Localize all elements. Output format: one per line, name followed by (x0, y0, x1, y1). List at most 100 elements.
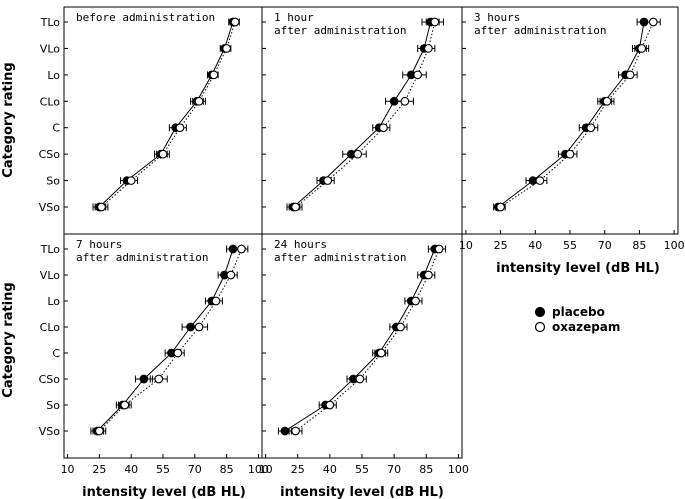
panel-frame-5 (261, 233, 463, 459)
y-tick-label: CSo (39, 373, 61, 386)
y-tick-label: Lo (47, 295, 60, 308)
y-axis-title-bottom: Category rating (1, 282, 16, 397)
oxazepam-point (424, 44, 433, 53)
oxazepam-point (226, 270, 236, 280)
x-tick-label: 10 (61, 463, 75, 476)
panel-frame-2 (261, 6, 463, 235)
oxazepam-line (295, 248, 440, 432)
y-tick-label: C (52, 347, 60, 360)
oxazepam-point (396, 322, 405, 332)
oxazepam-point (194, 96, 204, 106)
oxazepam-point (120, 400, 130, 410)
x-tick-label: 10 (259, 463, 273, 476)
oxazepam-point (625, 70, 635, 80)
panel-title-line: 7 hours (76, 238, 122, 251)
x-tick-label: 70 (188, 463, 202, 476)
y-tick-label: CLo (40, 95, 61, 108)
x-tick-label: 25 (92, 463, 106, 476)
y-tick-label: VLo (40, 269, 60, 282)
x-tick-label: 40 (124, 463, 138, 476)
oxazepam-point (565, 149, 575, 159)
oxazepam-point (95, 426, 104, 436)
oxazepam-line (500, 21, 654, 208)
oxazepam-point (291, 426, 300, 436)
oxazepam-point (194, 322, 204, 332)
x-tick-label: 25 (494, 239, 508, 252)
panel-title-line: after administration (474, 24, 606, 37)
y-tick-label: VSo (39, 425, 61, 438)
oxazepam-point (413, 70, 423, 80)
y-tick-label: CLo (40, 321, 61, 334)
oxazepam-point (97, 202, 106, 212)
x-axis-title-panel-5: intensity level (dB HL) (280, 485, 444, 499)
x-tick-label: 40 (528, 239, 542, 252)
panel-title-line: 24 hours (274, 238, 327, 251)
oxazepam-point (175, 123, 185, 133)
oxazepam-point (376, 348, 386, 358)
y-tick-label: CSo (39, 148, 61, 161)
oxazepam-point (154, 374, 164, 384)
oxazepam-point (323, 176, 333, 185)
placebo-line (96, 248, 234, 432)
panel-title-line: 3 hours (474, 11, 520, 24)
oxazepam-point (211, 296, 221, 306)
y-tick-label: TLo (40, 243, 61, 256)
y-tick-label: Lo (47, 69, 60, 82)
oxazepam-point (430, 17, 440, 27)
x-tick-label: 55 (355, 463, 369, 476)
x-tick-label: 85 (419, 463, 433, 476)
panel-title-3: 3 hours after administration (474, 11, 606, 37)
y-tick-label: So (46, 175, 60, 188)
panel-2: 1 hour after administration (261, 6, 463, 235)
x-tick-label: 100 (448, 463, 469, 476)
oxazepam-point (424, 270, 433, 280)
placebo-line (284, 248, 436, 432)
panel-title-1: before administration (76, 11, 215, 24)
oxazepam-point (126, 176, 136, 185)
panel-4: VSo So CSo C CLo Lo VLo TLo 10 25 40 55 70 85 100 7 hou… (39, 233, 269, 476)
x-axis-title-panel-3: intensity level (dB HL) (496, 261, 660, 276)
panel-title-line: after administration (274, 24, 406, 37)
oxazepam-point (209, 70, 219, 80)
x-tick-label: 25 (291, 463, 305, 476)
panel-1: VSo So CSo C CLo Lo VLo TLo before administratio… (39, 6, 263, 235)
panel-title-line: 1 hour (274, 11, 314, 24)
oxazepam-point (222, 44, 231, 53)
oxazepam-point (535, 176, 545, 185)
x-tick-label: 55 (156, 463, 170, 476)
y-tick-label: TLo (40, 16, 61, 29)
oxazepam-point (602, 96, 612, 106)
oxazepam-point (355, 374, 365, 384)
oxazepam-point (291, 202, 300, 212)
panel-frame-1 (63, 6, 263, 235)
y-tick-label: VSo (39, 201, 61, 214)
x-tick-label: 100 (248, 463, 269, 476)
oxazepam-point (637, 44, 647, 53)
x-tick-label: 70 (598, 239, 612, 252)
y-tick-label: C (52, 122, 60, 135)
legend-placebo-label: placebo (552, 305, 605, 319)
oxazepam-line (295, 21, 436, 208)
x-tick-label: 85 (632, 239, 646, 252)
placebo-line (293, 21, 432, 208)
panel-title-2: 1 hour after administration (274, 11, 406, 37)
legend-oxazepam-marker (534, 321, 546, 333)
oxazepam-line (99, 248, 242, 432)
oxazepam-point (353, 149, 363, 159)
x-tick-label: 100 (664, 239, 685, 252)
x-tick-label: 40 (323, 463, 337, 476)
x-tick-label: 10 (459, 239, 473, 252)
legend-oxazepam-label: oxazepam (552, 320, 620, 334)
panel-title-4: 7 hours after administration (76, 238, 208, 264)
oxazepam-point (158, 149, 168, 159)
oxazepam-point (648, 17, 658, 27)
x-tick-label: 55 (563, 239, 577, 252)
panel-title-line: after administration (76, 251, 208, 264)
panel-3: 10 25 40 55 70 85 100 3 hours after administrati… (459, 6, 685, 252)
panel-frame-4 (63, 233, 263, 459)
placebo-line (497, 21, 645, 208)
y-tick-label: VLo (40, 42, 60, 55)
placebo-line (99, 21, 234, 208)
